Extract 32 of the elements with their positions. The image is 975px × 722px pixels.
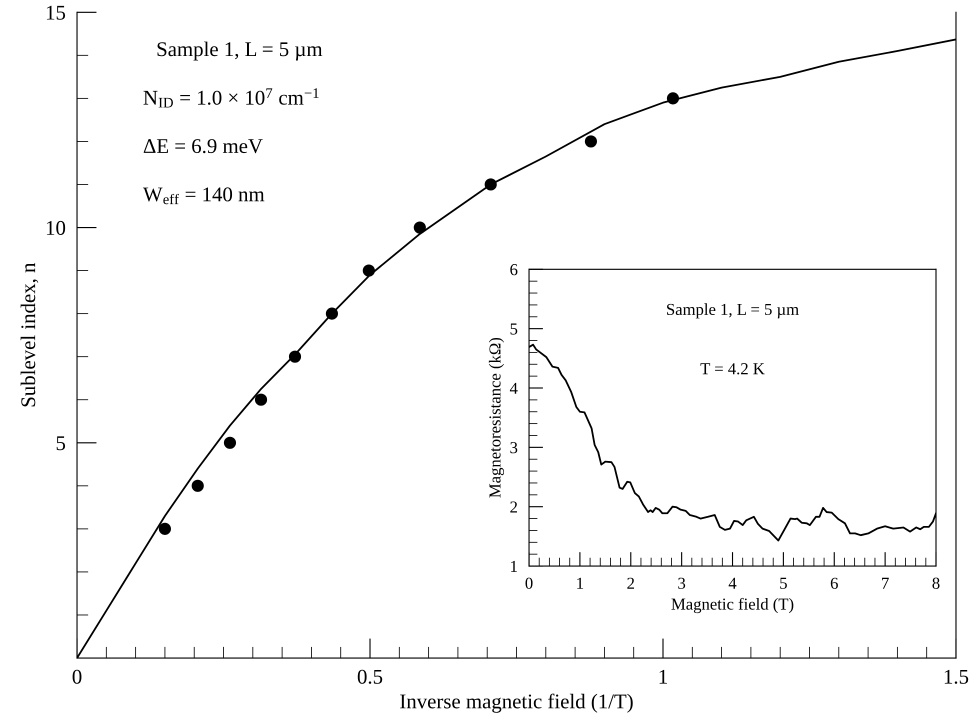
annotation: Sample 1, L = 5 µm (667, 303, 799, 318)
y-tick-label: 15 (46, 6, 66, 20)
x-axis-title: Magnetic field (T) (671, 598, 794, 614)
y-axis-title: Sublevel index, n (20, 262, 38, 406)
x-tick-label: 5 (780, 578, 787, 589)
x-tick-label: 6 (830, 578, 838, 589)
x-tick-label: 4 (728, 578, 736, 589)
y-tick-label: 5 (510, 324, 518, 335)
x-tick-label: 1 (660, 670, 667, 684)
y-axis-title: Magnetoresistance (kΩ) (488, 338, 504, 498)
x-tick-label: 3 (678, 578, 686, 589)
y-tick-label: 3 (510, 442, 518, 454)
x-tick-label: 2 (627, 578, 634, 589)
y-tick-label: 2 (510, 501, 518, 512)
annotation: Sample 1, L = 5 µm (158, 42, 322, 60)
annotation: T = 4.2 K (700, 363, 765, 374)
x-axis-title: Inverse magnetic field (1/T) (400, 694, 633, 713)
x-tick-label: 1 (577, 578, 584, 589)
annotation: ΔE = 6.9 meV (144, 139, 263, 154)
x-tick-label: 0 (526, 578, 533, 589)
annotation: N$_{ID}$ = 1.0 × 10$^{7}$ cm$^{−1}$ (144, 88, 319, 108)
y-tick-label: 1 (511, 560, 517, 572)
y-tick-label: 10 (46, 220, 66, 235)
x-tick-label: 0 (72, 670, 82, 684)
y-tick-label: 4 (510, 382, 518, 394)
x-tick-label: 7 (882, 578, 889, 589)
x-tick-label: 0.5 (358, 670, 382, 684)
x-tick-label: 8 (932, 578, 940, 589)
y-tick-label: 5 (56, 436, 66, 450)
annotation: W$_{eff}$ = 140 nm (142, 187, 264, 204)
y-tick-label: 6 (510, 264, 518, 276)
x-tick-label: 1.5 (944, 670, 968, 684)
